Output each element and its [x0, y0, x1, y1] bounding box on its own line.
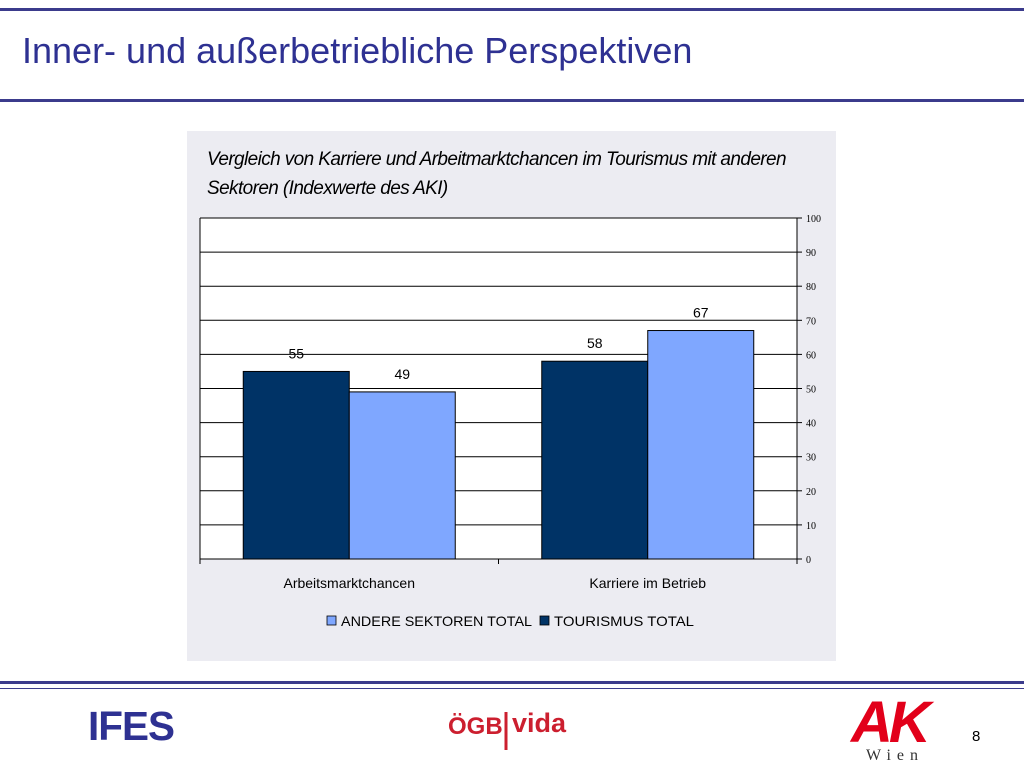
legend-label: TOURISMUS TOTAL — [554, 613, 694, 629]
y-tick-label: 20 — [806, 487, 816, 498]
chart-panel: Vergleich von Karriere und Arbeitmarktch… — [187, 131, 836, 661]
y-tick-label: 10 — [806, 521, 816, 532]
bar — [348, 391, 456, 560]
bar — [242, 370, 350, 560]
svg-text:IFES: IFES — [88, 706, 174, 742]
y-tick-label: 30 — [806, 453, 816, 464]
y-tick-label: 50 — [806, 385, 816, 396]
bar-value-label: 55 — [288, 345, 304, 361]
y-tick-label: 60 — [806, 350, 816, 361]
page-number: 8 — [972, 728, 981, 745]
oegb-vida-logo: ÖGB vida — [448, 708, 567, 750]
svg-text:AK: AK — [849, 690, 935, 755]
bar-chart: 0 10 20 30 40 50 60 70 80 90 100 55 49 Arbeitsmarktch… — [199, 214, 821, 629]
legend-swatch — [539, 615, 550, 626]
legend-swatch — [326, 615, 337, 626]
y-tick-label: 80 — [806, 282, 816, 293]
x-category-label: Karriere im Betrieb — [589, 575, 706, 591]
y-tick-label: 0 — [806, 555, 811, 566]
ifes-logo: IFES — [88, 706, 175, 742]
ak-wien-logo: AK Wien — [849, 690, 939, 764]
bar — [647, 330, 755, 560]
footer-rule-bottom — [0, 688, 1024, 689]
svg-text:ÖGB: ÖGB — [448, 713, 503, 740]
y-tick-label: 70 — [806, 316, 816, 327]
chart-title: Vergleich von Karriere und Arbeitmarktch… — [207, 149, 787, 199]
svg-text:vida: vida — [512, 708, 567, 738]
bar-value-label: 58 — [587, 335, 603, 351]
bar-value-label: 67 — [693, 305, 709, 321]
legend-label: ANDERE SEKTOREN TOTAL — [341, 613, 532, 629]
y-tick-label: 100 — [806, 214, 821, 225]
page-title: Inner- und außerbetriebliche Perspektive… — [22, 30, 693, 71]
y-tick-label: 40 — [806, 419, 816, 430]
bar — [541, 360, 649, 560]
y-tick-label: 90 — [806, 248, 816, 259]
footer-rule-top — [0, 681, 1024, 684]
svg-text:Wien: Wien — [866, 747, 924, 764]
x-category-label: Arbeitsmarktchancen — [283, 575, 415, 591]
header-rule-bottom — [0, 99, 1024, 102]
header-rule-top — [0, 8, 1024, 11]
bar-value-label: 49 — [394, 366, 410, 382]
